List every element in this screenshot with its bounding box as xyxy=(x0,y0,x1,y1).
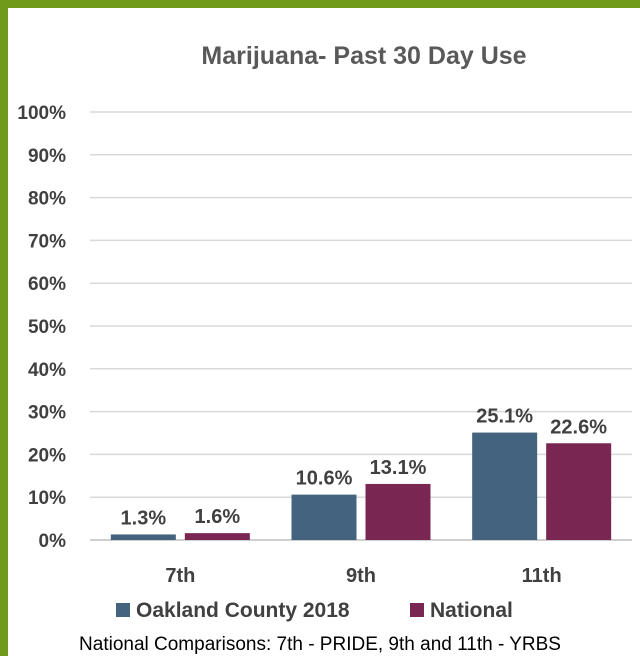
bar-chart: Marijuana- Past 30 Day Use 0% 10% 20% 30% 40… xyxy=(17,42,632,655)
legend-swatch xyxy=(410,603,424,617)
x-axis-ticks: 7th 9th 11th xyxy=(165,565,561,587)
legend-swatch xyxy=(116,603,130,617)
x-tick-label: 7th xyxy=(165,565,195,587)
y-tick-label: 40% xyxy=(28,360,66,381)
y-tick-label: 90% xyxy=(28,146,66,167)
data-label: 25.1% xyxy=(476,406,533,428)
legend: Oakland County 2018 National xyxy=(116,599,513,622)
gridlines xyxy=(90,111,632,541)
bar-oakland-county-2018-7th xyxy=(110,534,176,540)
y-tick-label: 20% xyxy=(28,445,66,466)
x-tick-label: 11th xyxy=(522,565,562,587)
bars xyxy=(110,432,612,540)
x-tick-label: 9th xyxy=(346,565,376,587)
y-tick-label: 100% xyxy=(17,103,66,124)
bar-national-9th xyxy=(365,483,431,540)
y-tick-label: 60% xyxy=(28,274,66,295)
data-label: 13.1% xyxy=(370,457,427,479)
data-label: 1.3% xyxy=(121,507,167,529)
bar-oakland-county-2018-9th xyxy=(291,494,357,540)
y-tick-label: 0% xyxy=(39,531,67,552)
chart-panel: Marijuana- Past 30 Day Use 0% 10% 20% 30% 40… xyxy=(8,8,640,656)
y-tick-label: 80% xyxy=(28,189,66,210)
data-label: 1.6% xyxy=(195,506,241,528)
bar-national-11th xyxy=(546,443,612,540)
footnote: National Comparisons: 7th - PRIDE, 9th a… xyxy=(79,634,561,655)
bar-oakland-county-2018-11th xyxy=(472,432,538,540)
y-axis-ticks: 0% 10% 20% 30% 40% 50% 60% 70% 80% 90% 100% xyxy=(17,103,66,552)
bar-national-7th xyxy=(184,533,250,540)
legend-label: Oakland County 2018 xyxy=(136,599,350,622)
y-tick-label: 10% xyxy=(28,488,66,509)
data-label: 22.6% xyxy=(550,416,607,438)
data-labels: 1.3% 1.6% 10.6% 13.1% 25.1% 22.6% xyxy=(121,406,608,530)
y-tick-label: 30% xyxy=(28,403,66,424)
legend-label: National xyxy=(430,599,513,622)
y-tick-label: 70% xyxy=(28,231,66,252)
data-label: 10.6% xyxy=(296,468,353,490)
chart-title: Marijuana- Past 30 Day Use xyxy=(201,42,526,70)
y-tick-label: 50% xyxy=(28,317,66,338)
